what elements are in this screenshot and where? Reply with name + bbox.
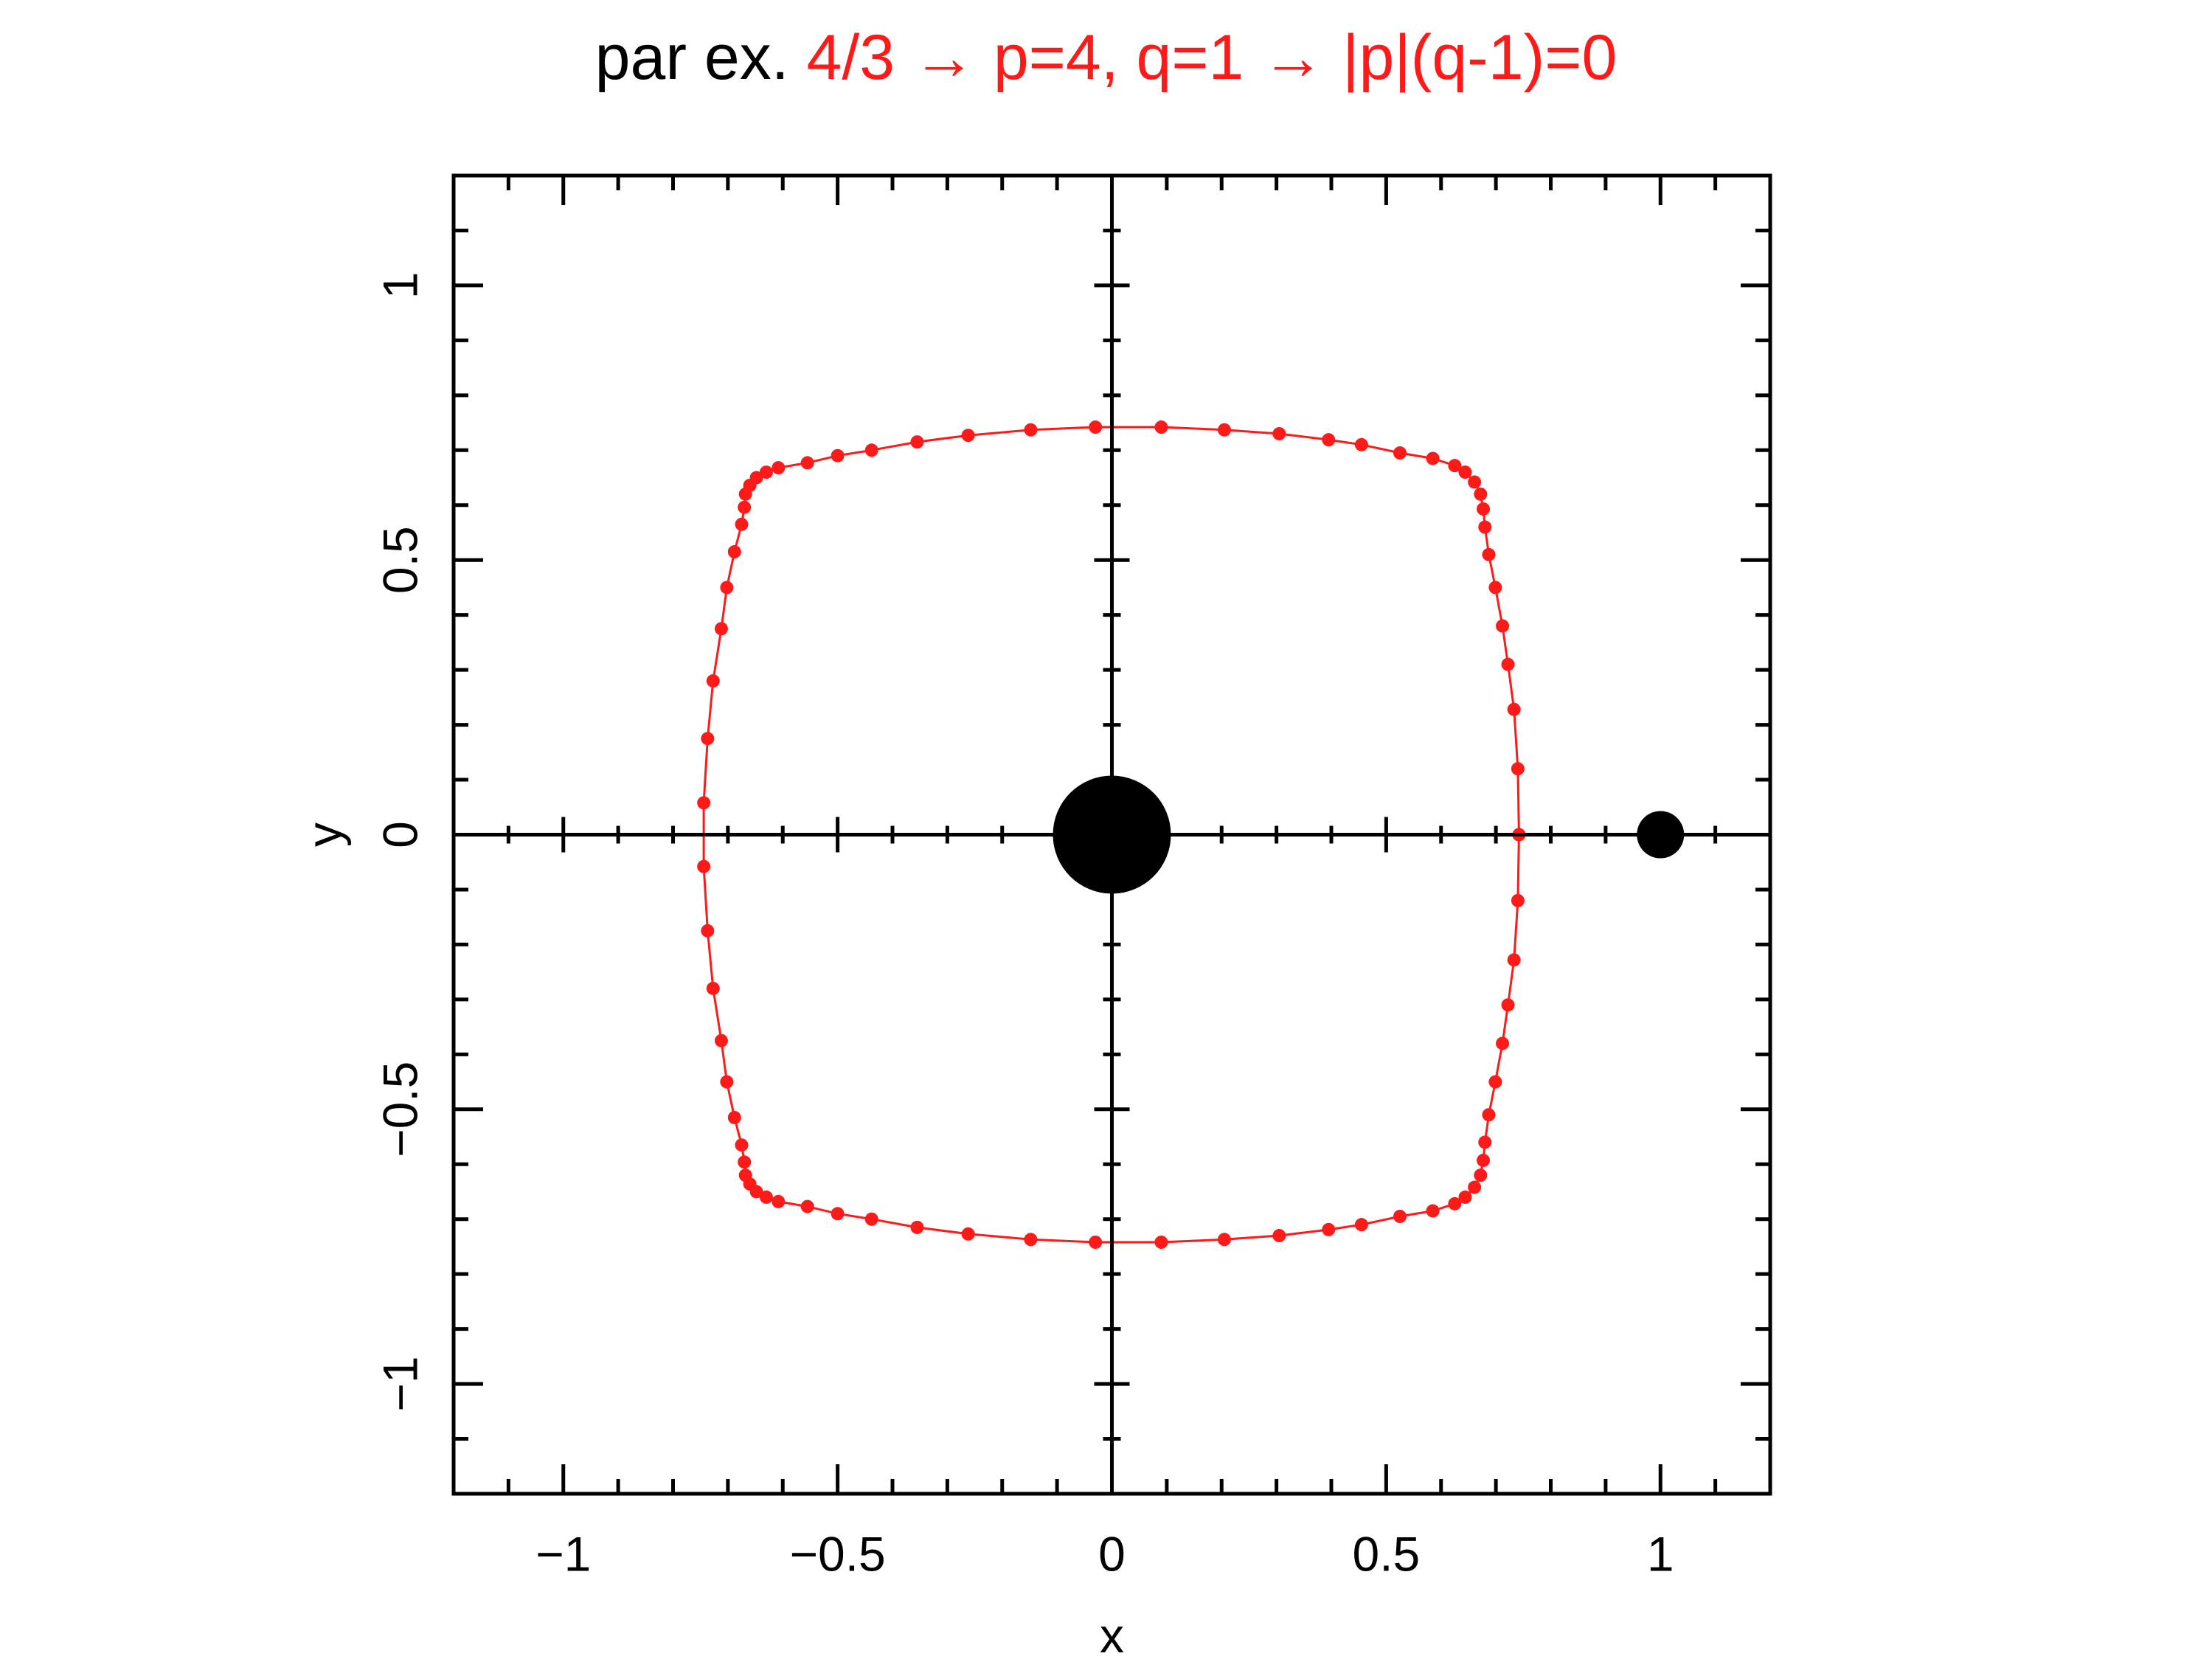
x-tick-label: 0.5	[1353, 1526, 1421, 1581]
labels-layer: −1 −0.5 0 0.5 1 −1 −0.5 0 0.5 1 x y	[297, 272, 1674, 1659]
orbit-point-55	[864, 1212, 878, 1226]
orbit-point-75	[1496, 1036, 1510, 1050]
orbit-point-60	[1154, 1235, 1168, 1249]
y-tick-label: 0	[372, 821, 427, 848]
orbit-point-17	[1272, 426, 1286, 440]
orbit-point-43	[714, 1033, 728, 1047]
orbit-point-44	[720, 1075, 734, 1089]
orbit-point-74	[1488, 1075, 1502, 1089]
orbit-point-23	[910, 435, 924, 449]
orbit-point-45	[727, 1110, 741, 1124]
orbit-point-51	[759, 1190, 773, 1204]
orbit-point-42	[706, 981, 720, 995]
orbit-point-32	[738, 500, 752, 514]
orbit-point-13	[1426, 451, 1440, 465]
orbit-point-16	[1322, 433, 1336, 447]
primary-body	[1053, 775, 1171, 894]
orbit-point-14	[1393, 446, 1407, 460]
orbit-point-67	[1448, 1196, 1462, 1211]
orbit-point-62	[1272, 1229, 1286, 1243]
orbit-point-24	[864, 443, 878, 457]
orbit-point-39	[697, 796, 711, 810]
orbit-point-54	[831, 1207, 845, 1221]
orbit-point-33	[735, 517, 749, 531]
orbit-point-57	[961, 1227, 975, 1241]
orbit-point-22	[961, 429, 975, 443]
orbit-point-64	[1354, 1218, 1368, 1232]
orbit-point-69	[1468, 1180, 1482, 1194]
orbit-point-35	[720, 581, 734, 595]
orbit-point-18	[1217, 423, 1231, 437]
orbit-point-66	[1426, 1204, 1440, 1218]
orbit-point-38	[701, 732, 715, 746]
orbit-point-63	[1322, 1222, 1336, 1236]
orbit-point-73	[1482, 1108, 1496, 1122]
orbit-point-46	[735, 1138, 749, 1152]
orbit-point-56	[910, 1220, 924, 1234]
orbit-point-4	[1496, 619, 1510, 633]
orbit-point-78	[1511, 893, 1525, 907]
orbit-point-8	[1477, 502, 1491, 516]
y-tick-label: −0.5	[372, 1061, 427, 1157]
orbit-point-68	[1458, 1190, 1472, 1204]
orbit-point-20	[1089, 420, 1103, 434]
orbit-point-77	[1507, 953, 1521, 967]
orbit-point-15	[1354, 437, 1368, 451]
orbit-point-11	[1458, 465, 1472, 479]
orbit-point-7	[1478, 520, 1492, 534]
orbit-point-37	[706, 674, 720, 688]
orbit-point-65	[1393, 1209, 1407, 1223]
x-axis-label: x	[1100, 1608, 1124, 1659]
title-highlight: 4/3 → p=4, q=1 → |p|(q-1)=0	[806, 22, 1618, 93]
orbit-point-72	[1478, 1135, 1492, 1149]
title-prefix: par ex.	[594, 22, 789, 93]
orbit-point-2	[1507, 702, 1521, 716]
orbit-point-41	[701, 924, 715, 938]
orbit-point-31	[738, 487, 752, 501]
orbit-point-6	[1482, 547, 1496, 561]
secondary-body	[1637, 811, 1685, 859]
orbit-points-layer	[697, 420, 1526, 1249]
orbit-point-61	[1217, 1233, 1231, 1247]
orbit-point-53	[800, 1199, 814, 1213]
orbit-point-10	[1468, 475, 1482, 489]
orbit-point-25	[831, 448, 845, 463]
chart-title: par ex. 4/3 → p=4, q=1 → |p|(q-1)=0	[0, 13, 2212, 102]
orbit-point-58	[1024, 1233, 1038, 1247]
bodies-layer	[1053, 775, 1685, 894]
y-tick-label: −1	[372, 1356, 427, 1411]
orbit-point-12	[1448, 459, 1462, 473]
x-tick-label: −0.5	[789, 1526, 885, 1581]
orbit-point-70	[1474, 1168, 1488, 1182]
y-tick-label: 1	[372, 272, 427, 299]
orbit-point-50	[749, 1185, 763, 1199]
orbit-point-40	[697, 859, 711, 873]
orbit-point-47	[738, 1155, 752, 1169]
orbit-point-26	[800, 456, 814, 470]
orbit-point-19	[1154, 420, 1168, 434]
orbit-point-34	[727, 545, 741, 559]
orbit-point-9	[1474, 487, 1488, 501]
y-axis-label: y	[297, 822, 351, 847]
x-tick-label: −1	[535, 1526, 591, 1581]
y-tick-label: 0.5	[372, 526, 427, 594]
x-tick-label: 1	[1647, 1526, 1674, 1581]
orbit-point-27	[772, 461, 786, 475]
orbit-point-28	[759, 465, 773, 479]
orbit-point-71	[1477, 1154, 1491, 1168]
orbit-point-52	[772, 1194, 786, 1208]
orbit-point-21	[1024, 423, 1038, 437]
orbit-point-5	[1488, 581, 1502, 595]
x-tick-label: 0	[1098, 1526, 1126, 1581]
orbit-point-76	[1501, 998, 1515, 1012]
orbit-point-59	[1089, 1235, 1103, 1249]
orbit-point-3	[1501, 657, 1515, 671]
orbit-point-36	[714, 622, 728, 636]
orbit-point-1	[1511, 762, 1525, 776]
